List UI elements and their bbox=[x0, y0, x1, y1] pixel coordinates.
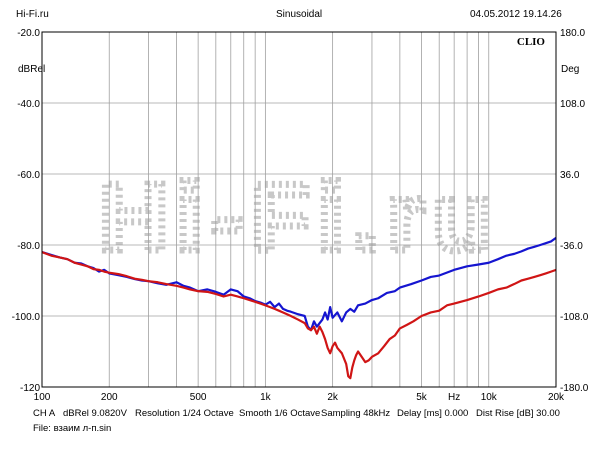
y-right-tick-label: 108.0 bbox=[560, 99, 585, 110]
y-left-tick-label: -40.0 bbox=[17, 99, 40, 110]
plot-frame bbox=[41, 31, 557, 388]
y-right-tick-label: 180.0 bbox=[560, 28, 585, 39]
footer-delay: Delay [ms] 0.000 bbox=[397, 408, 469, 419]
footer-reference: dBRel 9.0820V bbox=[63, 408, 127, 419]
y-right-tick-label: 36.0 bbox=[560, 170, 580, 181]
y-left-tick-label: -120 bbox=[20, 383, 40, 394]
x-tick-label: 20k bbox=[548, 392, 565, 403]
x-tick-label: Hz bbox=[448, 392, 460, 403]
footer-file: File: взаим л-п.sin bbox=[33, 423, 112, 434]
watermark-text: Hi-Fi.ru bbox=[99, 164, 499, 271]
watermark: Hi-Fi.ru bbox=[96, 161, 499, 275]
x-tick-label: 5k bbox=[416, 392, 428, 403]
footer-resolution: Resolution 1/24 Octave bbox=[135, 408, 234, 419]
x-tick-label: 1k bbox=[260, 392, 272, 403]
x-tick-label: 500 bbox=[190, 392, 207, 403]
footer-channel: CH A bbox=[33, 408, 56, 419]
series-line-2 bbox=[41, 251, 557, 380]
x-tick-label: 100 bbox=[34, 392, 51, 403]
header-datetime: 04.05.2012 19.14.26 bbox=[470, 9, 562, 20]
footer-dist-rise: Dist Rise [dB] 30.00 bbox=[476, 408, 560, 419]
y-left-tick-label: -80.0 bbox=[17, 241, 40, 252]
header-mode: Sinusoidal bbox=[276, 9, 323, 20]
series-layer bbox=[41, 237, 557, 380]
header-site: Hi-Fi.ru bbox=[16, 9, 49, 20]
y-right-tick-label: -108.0 bbox=[560, 312, 589, 323]
tick-labels: 100 200 500 1k 2k 5k Hz 10k 20k -20.0 -40.0 -60.0 -8… bbox=[12, 28, 589, 403]
y-right-axis-label: Deg bbox=[561, 64, 579, 75]
y-left-axis-label: dBRel bbox=[18, 64, 45, 75]
brand-label: CLIO bbox=[517, 36, 546, 48]
x-tick-label: 200 bbox=[101, 392, 118, 403]
footer-sampling: Sampling 48kHz bbox=[321, 408, 391, 419]
y-left-tick-label: -60.0 bbox=[17, 170, 40, 181]
plot-grid bbox=[42, 32, 556, 387]
y-right-tick-label: -180.0 bbox=[560, 383, 589, 394]
x-tick-label: 10k bbox=[481, 392, 498, 403]
y-left-tick-label: -100.0 bbox=[12, 312, 41, 323]
y-left-tick-label: -20.0 bbox=[17, 28, 40, 39]
y-right-tick-label: -36.0 bbox=[560, 241, 583, 252]
footer-smoothing: Smooth 1/6 Octave bbox=[239, 408, 321, 419]
x-tick-label: 2k bbox=[327, 392, 339, 403]
